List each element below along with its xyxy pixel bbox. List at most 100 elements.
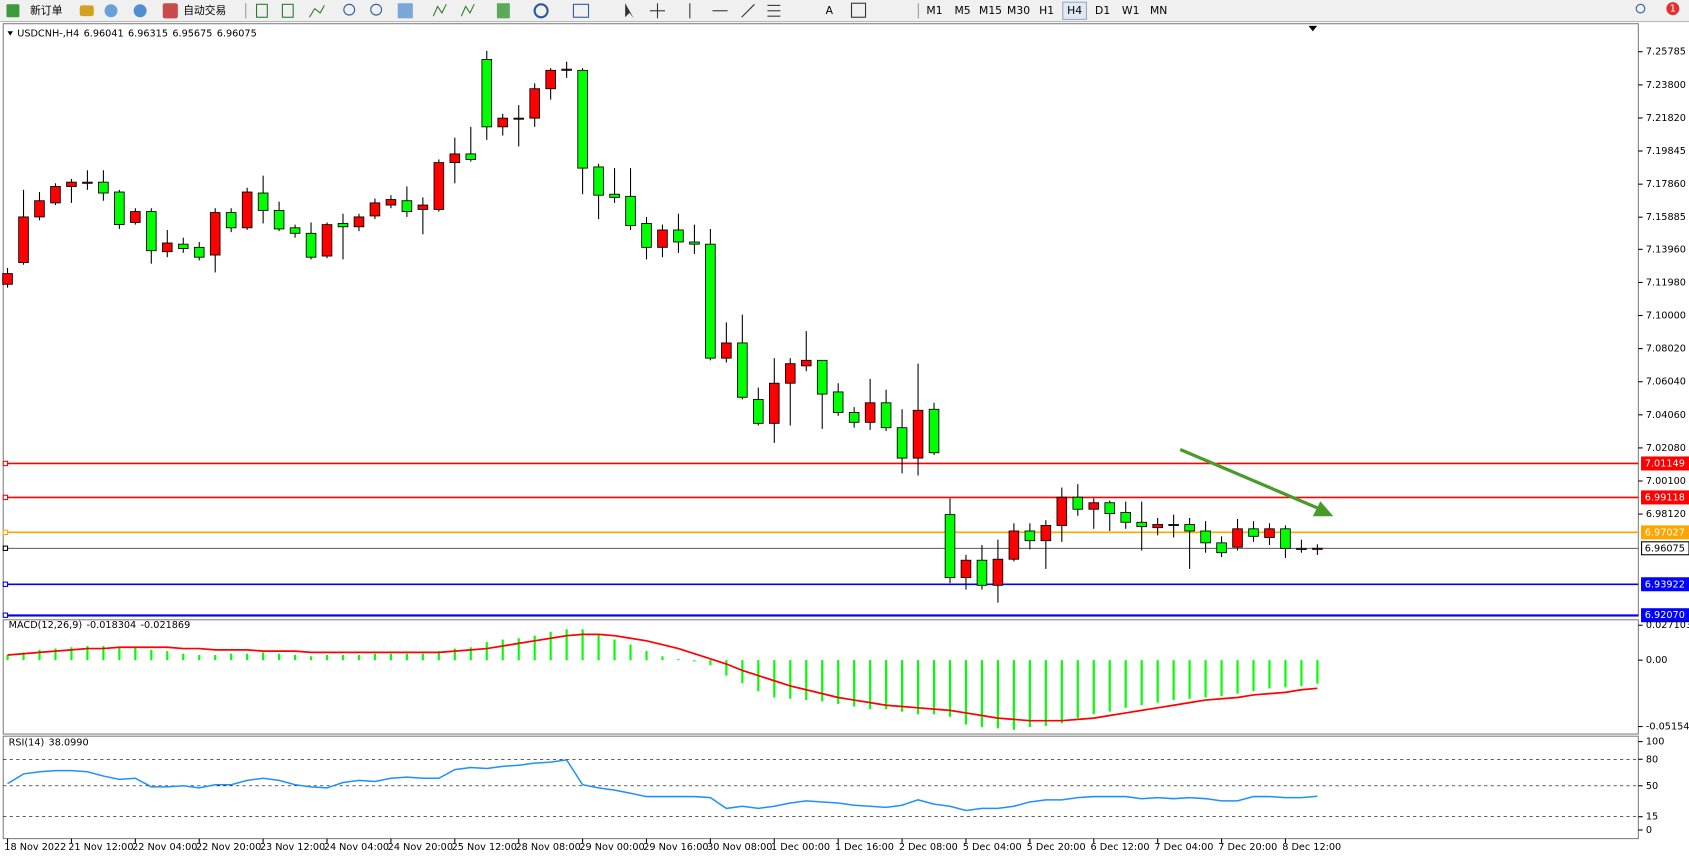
candle-body: [928, 408, 940, 454]
price-label: 6.96075: [1645, 543, 1685, 554]
candle-body: [193, 246, 205, 258]
timeframe-button[interactable]: M15: [979, 4, 1002, 17]
x-tick-label: 7 Dec 04:00: [1154, 842, 1213, 853]
candle-body: [146, 211, 157, 252]
candle-body: [816, 359, 828, 395]
ohlc-high: 6.96315: [128, 28, 168, 39]
timeframe-button[interactable]: M30: [1007, 4, 1030, 17]
price-line-handle: [2, 460, 9, 467]
price-line-handle: [2, 545, 9, 551]
candle-body: [609, 193, 620, 198]
timeframe-button[interactable]: M5: [954, 4, 970, 17]
candle-body: [513, 117, 524, 120]
candle-body: [225, 212, 237, 229]
ohlc-close: 6.96075: [217, 28, 257, 39]
y-tick-label: 7.17860: [1646, 179, 1686, 190]
icon: [281, 3, 294, 18]
auto-trading-icon: [162, 3, 178, 19]
candle-body: [385, 199, 397, 206]
candle-body: [305, 232, 317, 258]
y-tick-label: 7.08020: [1646, 344, 1686, 355]
price-label: 6.97027: [1645, 527, 1685, 538]
candle-body: [321, 224, 333, 257]
price-line-handle: [2, 612, 9, 618]
timeframe-button[interactable]: MN: [1150, 4, 1167, 17]
candle-body: [1024, 530, 1036, 542]
candle-body: [481, 59, 493, 128]
rsi-value: 38.0990: [49, 738, 89, 749]
candle-body: [1296, 547, 1307, 550]
candle-body: [1168, 524, 1179, 526]
icon: [79, 5, 94, 17]
timeframe-button[interactable]: H4: [1067, 4, 1082, 17]
timeframe-button[interactable]: W1: [1122, 4, 1139, 17]
candle-body: [417, 204, 429, 210]
x-tick-label: 24 Nov 04:00: [324, 842, 389, 853]
price-line-handle: [2, 529, 9, 536]
panel-header: MACD(12,26,9) -0.018304 -0.021869: [9, 620, 191, 631]
y-tick-label: 7.02080: [1646, 443, 1686, 454]
candle-body: [673, 229, 684, 243]
y-tick-label: 0.00: [1646, 655, 1668, 666]
x-tick-label: 5 Dec 04:00: [963, 842, 1022, 853]
timeframe-button[interactable]: D1: [1095, 4, 1110, 17]
candle-body: [50, 186, 61, 204]
y-tick-label: 7.10000: [1646, 311, 1686, 322]
icon: [397, 3, 413, 19]
icon: [572, 3, 590, 18]
candle-body: [401, 200, 413, 213]
candle-body: [561, 68, 572, 71]
icon: [533, 3, 549, 19]
y-tick-label: 80: [1646, 754, 1658, 765]
panel-header: USDCNH-,H4 6.96041 6.96315 6.95675 6.96075: [17, 28, 257, 39]
x-tick-label: 25 Nov 12:00: [452, 842, 517, 853]
candle-body: [1264, 528, 1275, 538]
timeframe-button[interactable]: H1: [1039, 4, 1054, 17]
candle-body: [864, 402, 876, 423]
y-tick-label: 7.00100: [1646, 476, 1686, 487]
y-tick-label: 7.15885: [1646, 212, 1686, 223]
price-label: 6.99118: [1645, 492, 1685, 503]
candle-body: [577, 69, 588, 169]
arrow-annotation: [1179, 447, 1334, 517]
icon: [432, 4, 447, 17]
candle-body: [1184, 524, 1195, 532]
notification-count: 1: [1670, 4, 1676, 15]
candle-body: [1312, 547, 1323, 550]
panel-title: MACD(12,26,9): [9, 620, 83, 631]
candle-body: [784, 363, 796, 384]
candle-body: [2, 273, 13, 285]
candle-body: [1200, 530, 1211, 544]
y-tick-label: 7.19845: [1646, 146, 1686, 157]
new-order-button[interactable]: 新订单: [30, 4, 63, 17]
candle-body: [241, 191, 253, 229]
x-tick-label: 2 Dec 08:00: [899, 842, 958, 853]
macd-value: -0.018304: [87, 620, 137, 631]
candle-body: [880, 402, 892, 429]
y-tick-label: 7.13960: [1646, 244, 1686, 255]
panel-title: USDCNH-,H4: [17, 28, 79, 39]
candle-body: [593, 166, 604, 196]
auto-trading-button[interactable]: 自动交易: [183, 4, 226, 17]
text-tool[interactable]: A: [826, 4, 834, 17]
price-label: 7.01149: [1645, 458, 1685, 469]
candle-body: [177, 243, 189, 249]
candle-body: [1248, 528, 1259, 537]
candle-body: [497, 117, 509, 128]
x-tick-label: 21 Nov 12:00: [68, 842, 133, 853]
x-tick-label: 1 Dec 16:00: [835, 842, 894, 853]
ohlc-open: 6.96041: [84, 28, 124, 39]
icon: [308, 5, 325, 18]
x-tick-label: 7 Dec 20:00: [1218, 842, 1277, 853]
y-tick-label: 15: [1646, 812, 1658, 823]
timeframe-button[interactable]: M1: [926, 4, 942, 17]
macd-panel: [2, 619, 1639, 735]
candle-body: [465, 153, 477, 160]
candle-body: [976, 559, 988, 586]
candle-body: [209, 212, 221, 256]
price-line-handle: [2, 581, 9, 587]
x-tick-label: 23 Nov 12:00: [260, 842, 325, 853]
icon: [460, 4, 475, 17]
